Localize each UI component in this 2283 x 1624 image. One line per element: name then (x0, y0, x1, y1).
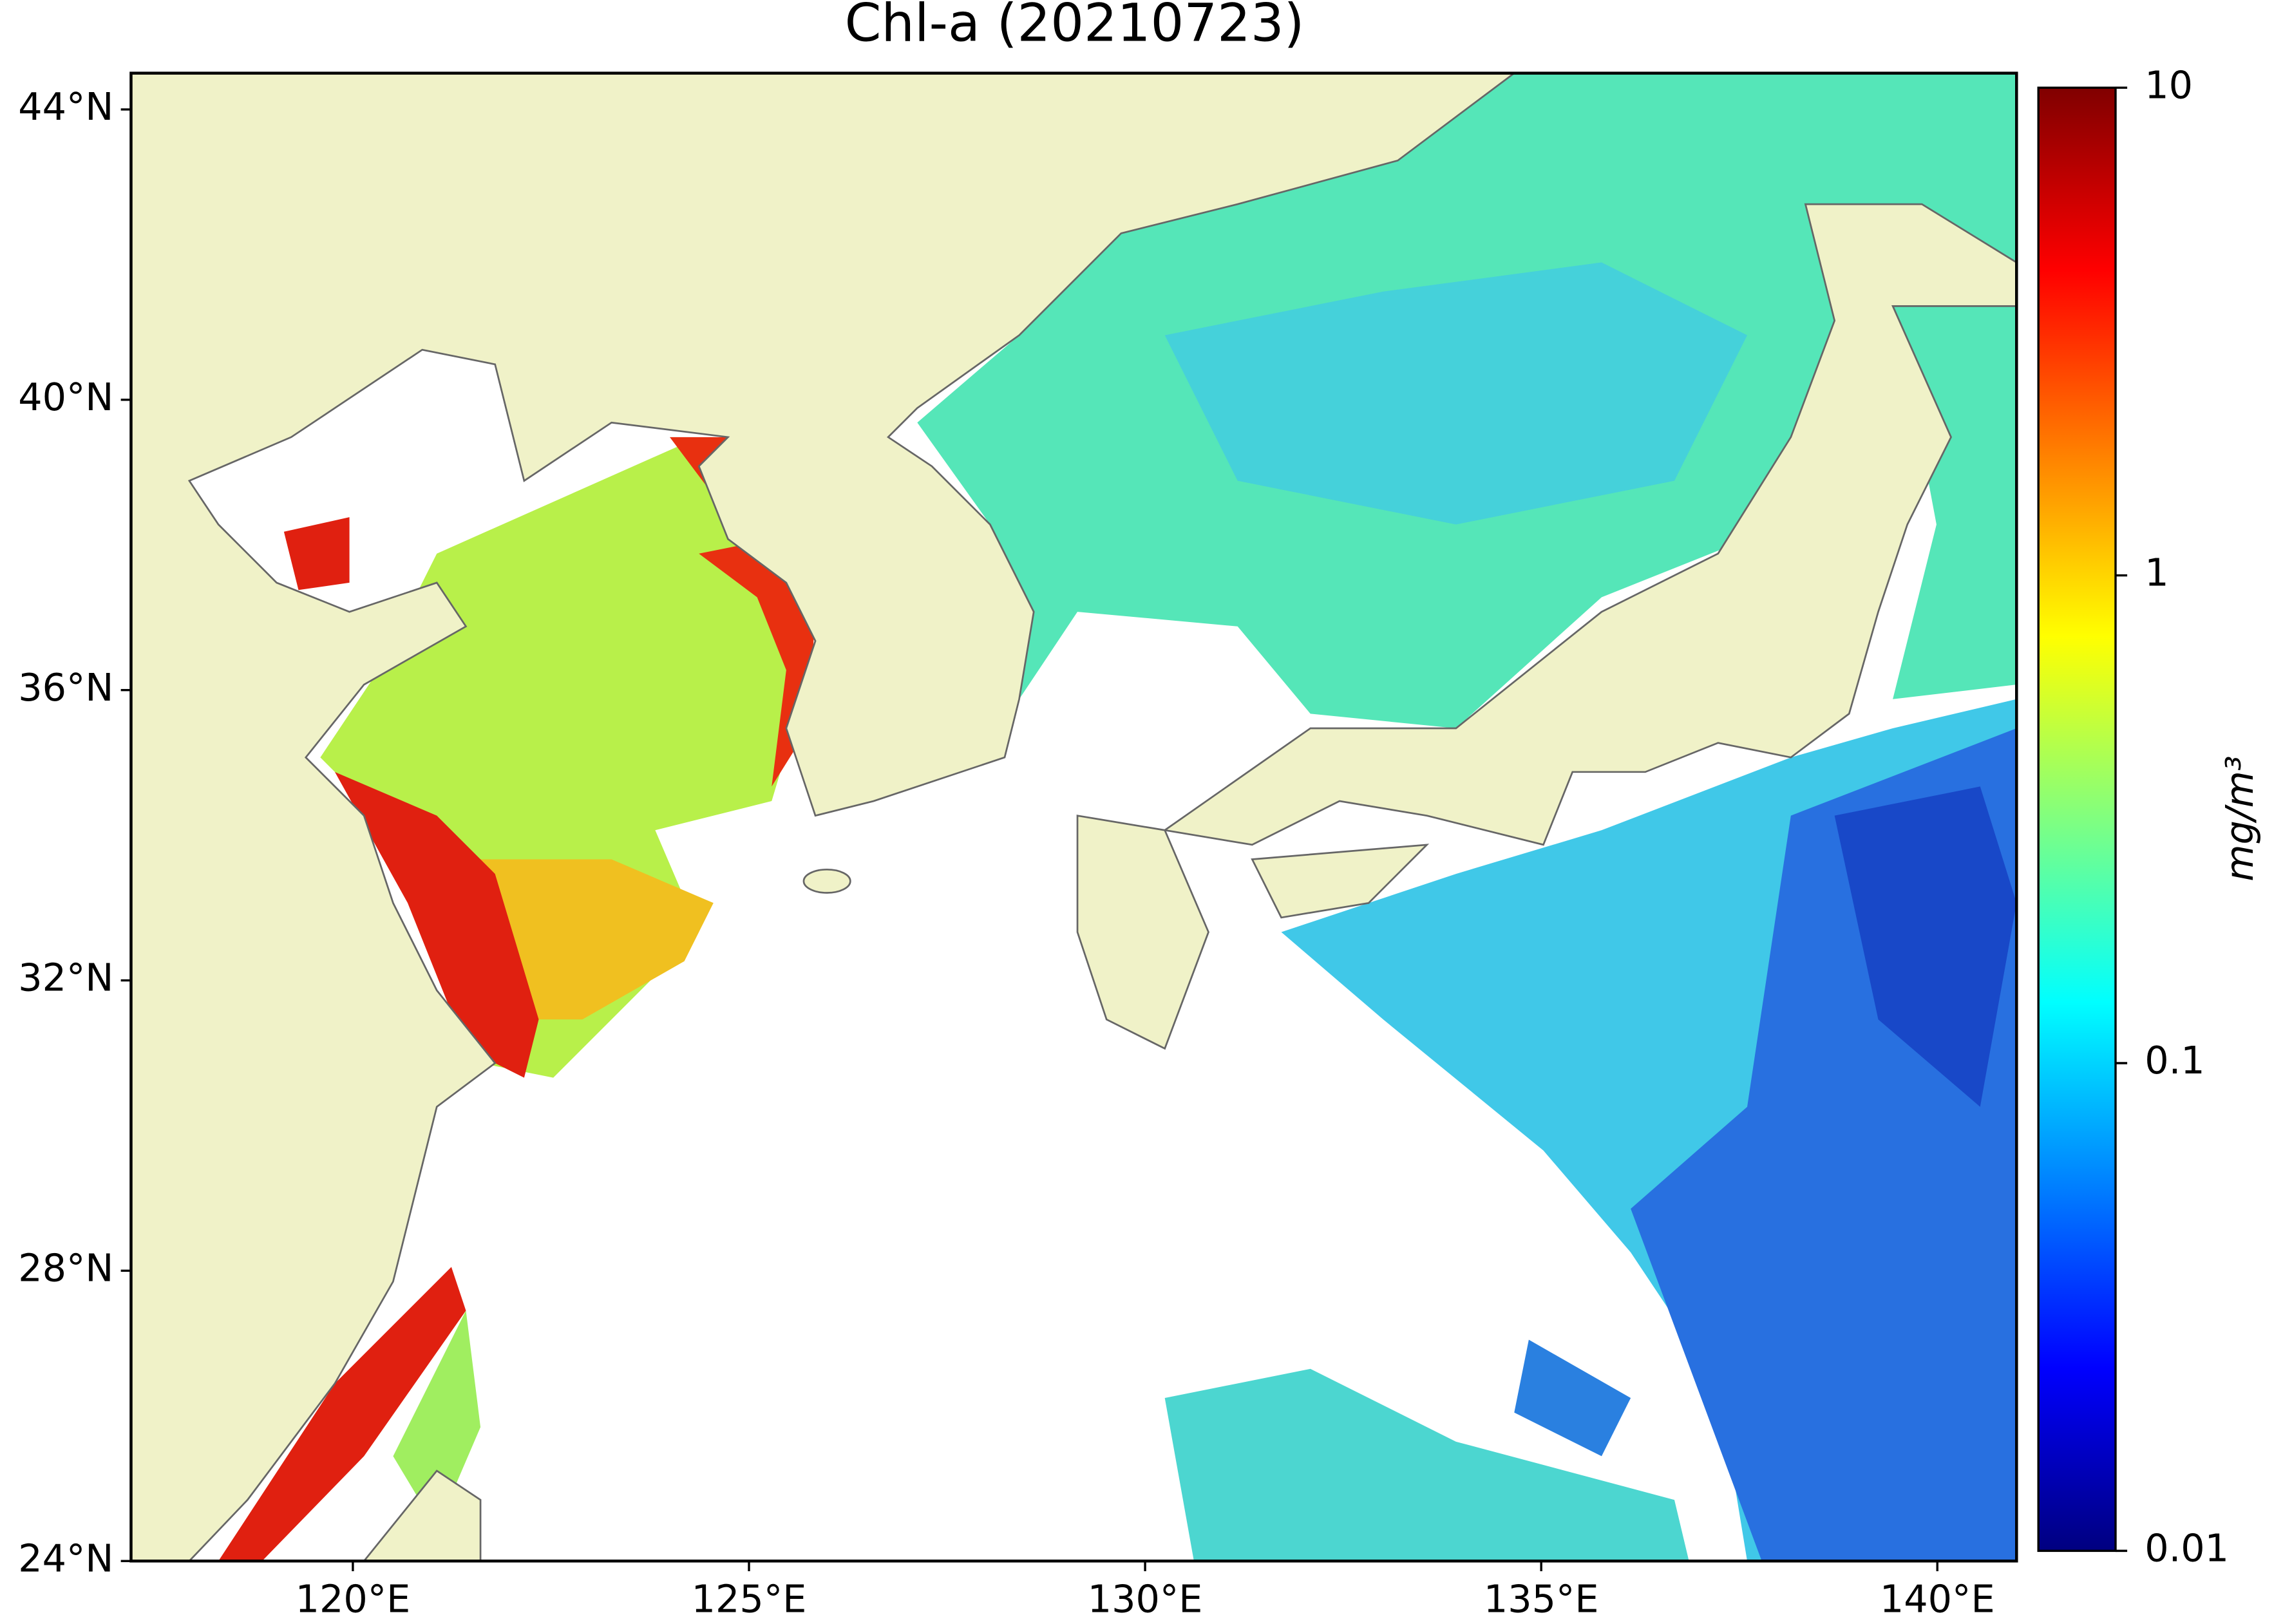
y-tick-label: 24°N (18, 1536, 113, 1580)
sea-field (1164, 1368, 1689, 1562)
land (1251, 844, 1430, 919)
land (363, 1469, 482, 1562)
colorbar-label: mg/m³ (2217, 756, 2262, 882)
sea-field (393, 1310, 481, 1529)
sea-field (699, 539, 816, 787)
map-area (131, 73, 2017, 1562)
sea-field (1514, 1339, 1631, 1457)
x-tick-label: 125°E (692, 1577, 807, 1621)
x-tick-label: 130°E (1088, 1577, 1203, 1621)
sea-field (1164, 262, 1748, 525)
y-tick-label: 36°N (18, 665, 113, 710)
sea-field (1834, 786, 2017, 1107)
y-tick-label: 32°N (18, 956, 113, 1000)
sea-field (466, 859, 714, 1020)
sea-field (218, 1267, 466, 1562)
colorbar (2037, 86, 2117, 1553)
x-tick-label: 135°E (1484, 1577, 1599, 1621)
x-tick-label: 140°E (1880, 1577, 1995, 1621)
y-tick-label: 28°N (18, 1245, 113, 1290)
map-frame (129, 71, 2018, 1563)
sea-field (283, 517, 350, 590)
land (131, 73, 1516, 1562)
x-tick-label: 120°E (296, 1577, 411, 1621)
y-tick-label: 40°N (18, 375, 113, 419)
colorbar-tick-label: 10 (2145, 62, 2193, 107)
no-data (189, 350, 495, 612)
colorbar-tick-label: 1 (2145, 551, 2168, 595)
island (802, 868, 851, 894)
y-tick-label: 44°N (18, 84, 113, 129)
land (1162, 203, 2017, 846)
sea-field (334, 771, 539, 1078)
colorbar-tick-label: 0.1 (2145, 1038, 2204, 1082)
chart-title: Chl-a (20210723) (845, 0, 1305, 54)
colorbar-tick-label: 0.01 (2145, 1525, 2229, 1570)
land (1076, 815, 1209, 1050)
